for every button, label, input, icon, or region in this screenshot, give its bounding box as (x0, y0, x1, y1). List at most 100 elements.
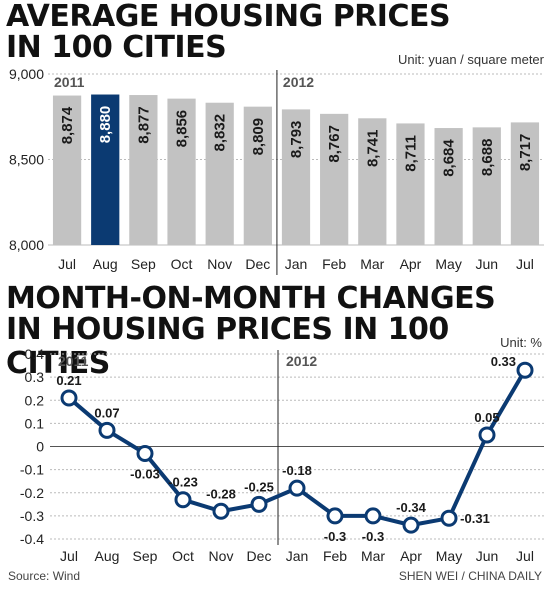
bar-value-label: 8,717 (517, 134, 534, 172)
point-value-label: -0.3 (362, 529, 384, 544)
y-tick-label: -0.2 (20, 485, 44, 501)
x-tick-label: Feb (322, 256, 346, 272)
point-value-label: 0.07 (94, 405, 119, 420)
x-tick-label: Jan (285, 256, 308, 272)
y-tick-label: 9,000 (9, 66, 44, 82)
x-tick-label: Jun (475, 256, 498, 272)
bar (281, 109, 311, 245)
bar (510, 122, 540, 245)
point-value-label: -0.03 (130, 466, 160, 481)
bar-value-label: 8,793 (288, 121, 305, 159)
point-value-label: 0.33 (491, 354, 516, 369)
x-tick-label: May (435, 256, 461, 272)
bar-value-label: 8,684 (441, 139, 458, 177)
point-value-label: -0.34 (396, 500, 426, 515)
x-tick-label: Jul (516, 256, 534, 272)
point-value-label: -0.31 (460, 511, 490, 526)
point-value-label: -0.23 (168, 475, 198, 490)
x-tick-label: Jul (58, 256, 76, 272)
data-point (136, 444, 154, 462)
data-point (212, 502, 230, 520)
x-tick-label: Nov (207, 256, 232, 272)
point-value-label: -0.28 (206, 486, 236, 501)
bar-value-label: 8,688 (479, 139, 496, 177)
year-label: 2012 (283, 74, 314, 90)
x-tick-label: Nov (209, 548, 234, 564)
x-tick-label: Sep (133, 548, 158, 564)
x-tick-label: Apr (400, 256, 422, 272)
bar (358, 118, 387, 245)
line-chart-monthly-change: -0.4 -0.3 -0.2 -0.1 0 0.1 0.2 0.3 0.4 2011 2012 0.2… (20, 346, 544, 564)
y-tick-label: -0.3 (20, 508, 44, 524)
y-tick-label: 0.3 (25, 369, 45, 385)
chart2-unit-label: Unit: % (500, 335, 542, 350)
y-tick-label: -0.1 (20, 462, 44, 478)
data-point (98, 421, 116, 439)
bar-value-label: 8,741 (364, 130, 381, 168)
bar-value-label: 8,880 (97, 106, 114, 144)
x-tick-label: Apr (400, 548, 422, 564)
point-value-label: -0.25 (244, 479, 274, 494)
credit-note: SHEN WEI / CHINA DAILY (398, 569, 542, 583)
chart1-title-line1: AVERAGE HOUSING PRICES (6, 0, 451, 34)
bar-value-label: 8,877 (135, 106, 152, 144)
point-value-label: -0.3 (324, 529, 346, 544)
x-tick-label: Mar (361, 548, 385, 564)
x-tick-label: Dec (245, 256, 270, 272)
bar-value-label: 8,832 (212, 114, 229, 152)
bar-chart-average-prices: 8,000 8,500 9,000 8,874 Jul 8,880 Aug 8,877 Sep 8… (9, 66, 544, 275)
y-tick-label: 0.2 (25, 392, 45, 408)
bar (167, 98, 196, 246)
data-point (60, 389, 78, 407)
y-tick-label: 0.4 (25, 346, 45, 362)
x-tick-label: Aug (95, 548, 120, 564)
data-point (250, 495, 268, 513)
bar (205, 102, 234, 245)
data-point (440, 509, 458, 527)
bar-value-label: 8,809 (250, 118, 267, 156)
chart2-title-line2: IN HOUSING PRICES IN 100 CITIES (6, 312, 449, 381)
data-point (288, 479, 306, 497)
bar-value-label: 8,856 (174, 110, 191, 148)
chart1-unit-label: Unit: yuan / square meter (398, 52, 544, 67)
x-tick-label: Feb (323, 548, 347, 564)
data-point (174, 491, 192, 509)
x-tick-label: Jul (516, 548, 534, 564)
bar-value-label: 8,711 (402, 135, 419, 172)
x-tick-label: Jan (286, 548, 309, 564)
bar (320, 113, 349, 245)
year-label: 2011 (58, 353, 89, 369)
bar (129, 95, 158, 245)
x-tick-label: Sep (131, 256, 156, 272)
y-tick-label: 8,000 (9, 237, 44, 253)
y-tick-label: 0 (36, 439, 44, 455)
chart1-title-line2: IN 100 CITIES (6, 30, 227, 65)
point-value-label: 0.05 (474, 410, 499, 425)
bar-value-label: 8,874 (59, 106, 76, 144)
bar (91, 94, 120, 245)
y-tick-label: -0.4 (20, 531, 44, 547)
data-point (326, 507, 344, 525)
data-point (516, 361, 534, 379)
series-line (67, 369, 527, 528)
y-tick-label: 0.1 (25, 415, 45, 431)
bar (52, 95, 82, 245)
bar (396, 123, 425, 245)
source-note: Source: Wind (8, 569, 81, 583)
point-value-label: 0.21 (56, 373, 81, 388)
data-point (402, 516, 420, 534)
x-tick-label: Mar (360, 256, 384, 272)
x-tick-label: May (436, 548, 462, 564)
point-value-label: -0.18 (282, 463, 312, 478)
data-point (364, 507, 382, 525)
year-label: 2012 (286, 353, 317, 369)
chart2-title-line1: MONTH-ON-MONTH CHANGES (6, 281, 496, 316)
x-tick-label: Jul (60, 548, 78, 564)
x-tick-label: Oct (171, 256, 193, 272)
bar-value-label: 8,767 (326, 125, 343, 163)
x-tick-label: Dec (247, 548, 272, 564)
bar (472, 127, 501, 245)
bar (434, 128, 463, 245)
data-point (478, 426, 496, 444)
year-label: 2011 (54, 74, 85, 90)
